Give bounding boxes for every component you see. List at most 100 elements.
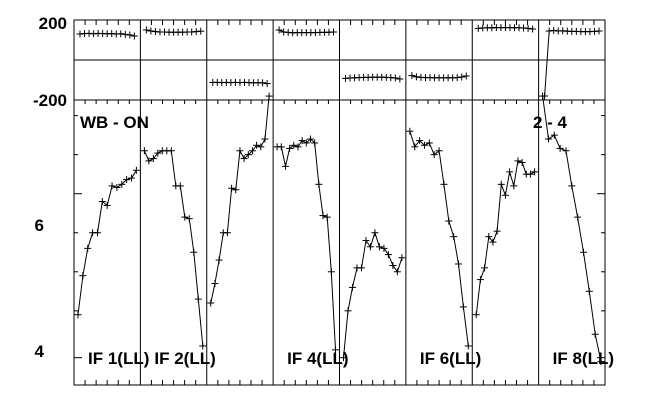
phase-point: [524, 24, 532, 32]
amp-line: [542, 96, 602, 362]
phase-point: [412, 73, 420, 81]
amp-point: [327, 268, 335, 276]
panel-label-1: IF 1(LL): [88, 349, 149, 368]
amp-point: [199, 342, 207, 350]
amp-line: [143, 150, 204, 347]
phase-point: [330, 28, 337, 36]
phase-point: [147, 27, 155, 35]
amp-point: [232, 186, 240, 194]
amp-point: [544, 135, 552, 143]
amp-point: [506, 168, 514, 176]
amp-point: [306, 135, 314, 143]
panel-8: [539, 26, 605, 366]
amp-point: [118, 180, 126, 188]
amp-point: [455, 260, 463, 268]
amp-point: [340, 354, 347, 362]
amp-point: [531, 168, 539, 176]
panel-4: [273, 26, 339, 354]
amp-point: [74, 311, 82, 319]
amp-point: [481, 264, 489, 272]
amp-point: [510, 182, 518, 190]
amp-point: [568, 182, 576, 190]
amp-point: [154, 149, 162, 157]
amp-point: [476, 276, 484, 284]
amp-point: [464, 342, 472, 350]
amp-point: [585, 287, 593, 295]
amp-point: [550, 131, 558, 139]
panel-2: [140, 26, 207, 350]
amp-point: [389, 262, 397, 270]
panel-label-6: IF 6(LL): [420, 349, 481, 368]
phase-point: [453, 74, 461, 82]
amp-point: [176, 182, 184, 190]
phase-tick-label-top: 200: [39, 14, 67, 33]
amp-point: [93, 229, 101, 237]
amp-point: [344, 307, 352, 315]
phase-point: [121, 30, 129, 38]
amp-point: [79, 272, 87, 280]
amp-line: [409, 131, 469, 347]
amp-point: [493, 227, 501, 235]
chart-title: WB - ON: [80, 113, 149, 132]
amp-point: [185, 215, 193, 223]
amp-point: [253, 141, 261, 149]
phase-point: [529, 25, 537, 33]
amp-point: [416, 137, 424, 145]
panel-label-2: IF 2(LL): [154, 349, 215, 368]
amp-point: [223, 229, 231, 237]
phase-point: [595, 27, 603, 35]
amp-point: [248, 147, 256, 155]
amp-point: [190, 248, 198, 256]
panel-label-4: IF 4(LL): [287, 349, 348, 368]
amp-point: [257, 143, 265, 151]
amp-line: [475, 160, 535, 315]
amp-point: [108, 182, 116, 190]
panel-6: [406, 72, 472, 350]
amp-point: [132, 166, 140, 174]
panel-labels: IF 1(LL) IF 2(LL) IF 4(LL) IF 6(LL) IF 8(LL): [88, 349, 614, 368]
amp-point: [311, 139, 319, 147]
amp-point: [489, 238, 497, 246]
amp-point: [440, 180, 448, 188]
amp-point: [145, 157, 153, 165]
amp-point: [472, 311, 480, 319]
amp-point: [497, 180, 505, 188]
amp-point: [244, 151, 252, 159]
amp-point: [375, 243, 383, 251]
amp-point: [277, 143, 285, 151]
phase-point: [117, 30, 125, 38]
phase-point: [142, 26, 150, 34]
panel-7: [472, 24, 539, 319]
phase-point: [263, 80, 271, 88]
phase-point: [130, 32, 138, 40]
amp-point: [207, 299, 215, 307]
amp-point: [302, 139, 310, 147]
amp-point: [562, 147, 570, 155]
baseline-label: 2 - 4: [533, 113, 568, 132]
phase-point: [550, 26, 558, 34]
amp-point: [348, 283, 356, 291]
amp-point: [228, 184, 236, 192]
amp-point: [281, 162, 289, 170]
phase-point: [396, 75, 404, 83]
amp-line: [77, 170, 137, 315]
amp-point: [128, 174, 136, 182]
amp-point: [366, 243, 374, 251]
amp-point: [332, 346, 339, 354]
series-group: [74, 24, 605, 366]
amp-point: [84, 244, 92, 252]
amp-point: [518, 158, 526, 166]
amp-point: [591, 330, 599, 338]
amp-point: [420, 141, 428, 149]
amp-point: [393, 268, 401, 276]
amp-point: [294, 143, 302, 151]
amp-point: [140, 147, 148, 155]
amp-point: [430, 151, 438, 159]
amp-point: [240, 155, 248, 163]
amp-point: [149, 155, 157, 163]
amp-point: [286, 144, 294, 152]
panel-label-8: IF 8(LL): [553, 349, 614, 368]
panel-5: [340, 73, 406, 362]
amp-point: [435, 147, 443, 155]
